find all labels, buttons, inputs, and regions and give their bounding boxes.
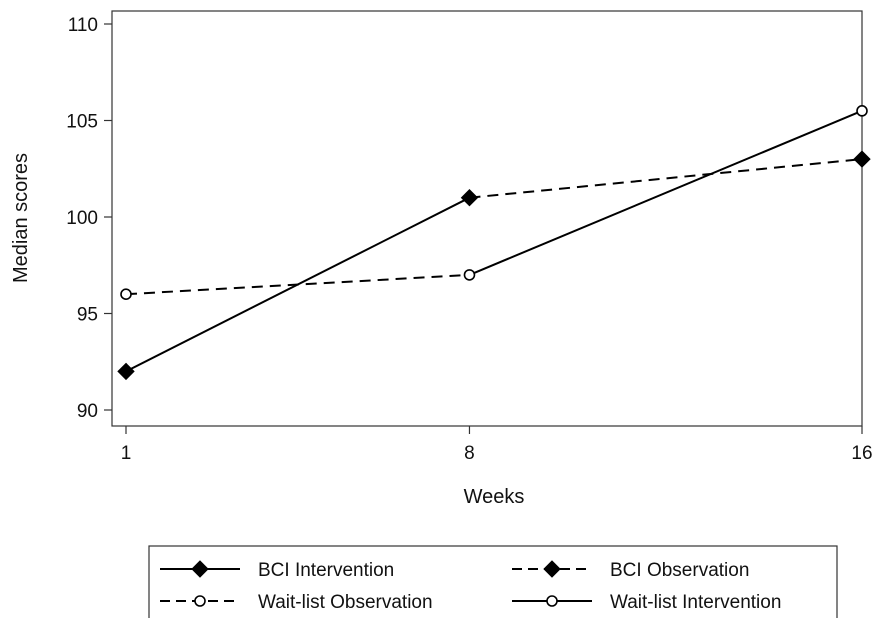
x-axis: 1 8 16 [121, 426, 873, 464]
legend-marker [546, 595, 558, 607]
y-tick-label: 90 [77, 401, 98, 422]
legend-label-wait-list-intervention: Wait-list Intervention [610, 592, 781, 613]
legend-label-bci-observation: BCI Observation [610, 560, 749, 581]
x-axis-title: Weeks [464, 486, 525, 508]
legend-key-wait-list-observation [160, 595, 240, 607]
x-tick-label: 8 [464, 443, 475, 464]
legend-marker [194, 595, 206, 607]
legend-label-wait-list-observation: Wait-list Observation [258, 592, 433, 613]
data-point-bci-intervention [117, 362, 135, 381]
legend-label-bci-intervention: BCI Intervention [258, 560, 394, 581]
legend-key-bci-observation [512, 560, 592, 578]
series-lines [125, 109, 863, 373]
series-line-bci-observation [469, 158, 863, 199]
y-tick-label: 110 [68, 15, 98, 36]
series-markers [117, 105, 871, 381]
x-tick-label: 16 [851, 443, 872, 464]
y-tick-label: 105 [66, 112, 98, 133]
legend-item-bci-intervention: BCI Intervention [160, 560, 394, 581]
series-line-wait-list-observation [125, 273, 470, 296]
y-axis-title: Median scores [10, 153, 32, 283]
legend-marker [543, 560, 561, 578]
plot-frame [111, 10, 863, 427]
series-line-wait-list-intervention [469, 109, 863, 276]
legend-item-wait-list-observation: Wait-list Observation [160, 592, 433, 613]
legend-key-wait-list-intervention [512, 595, 592, 607]
legend-key-bci-intervention [160, 560, 240, 578]
legend-marker [191, 560, 209, 578]
y-axis: 90 95 100 105 110 [66, 15, 112, 422]
legend-box [148, 545, 838, 618]
data-point-wait-list-observation [856, 105, 868, 117]
data-point-bci-intervention [853, 150, 871, 168]
data-point-wait-list-observation [463, 269, 476, 281]
legend-item-bci-observation: BCI Observation [512, 560, 749, 581]
data-point-wait-list-observation [120, 288, 132, 301]
legend: BCI Intervention BCI Observation Wait-list… [148, 545, 838, 618]
data-point-bci-intervention [460, 188, 479, 207]
y-tick-label: 95 [77, 305, 98, 326]
y-tick-label: 100 [66, 208, 98, 229]
x-tick-label: 1 [121, 443, 132, 464]
legend-item-wait-list-intervention: Wait-list Intervention [512, 592, 781, 613]
